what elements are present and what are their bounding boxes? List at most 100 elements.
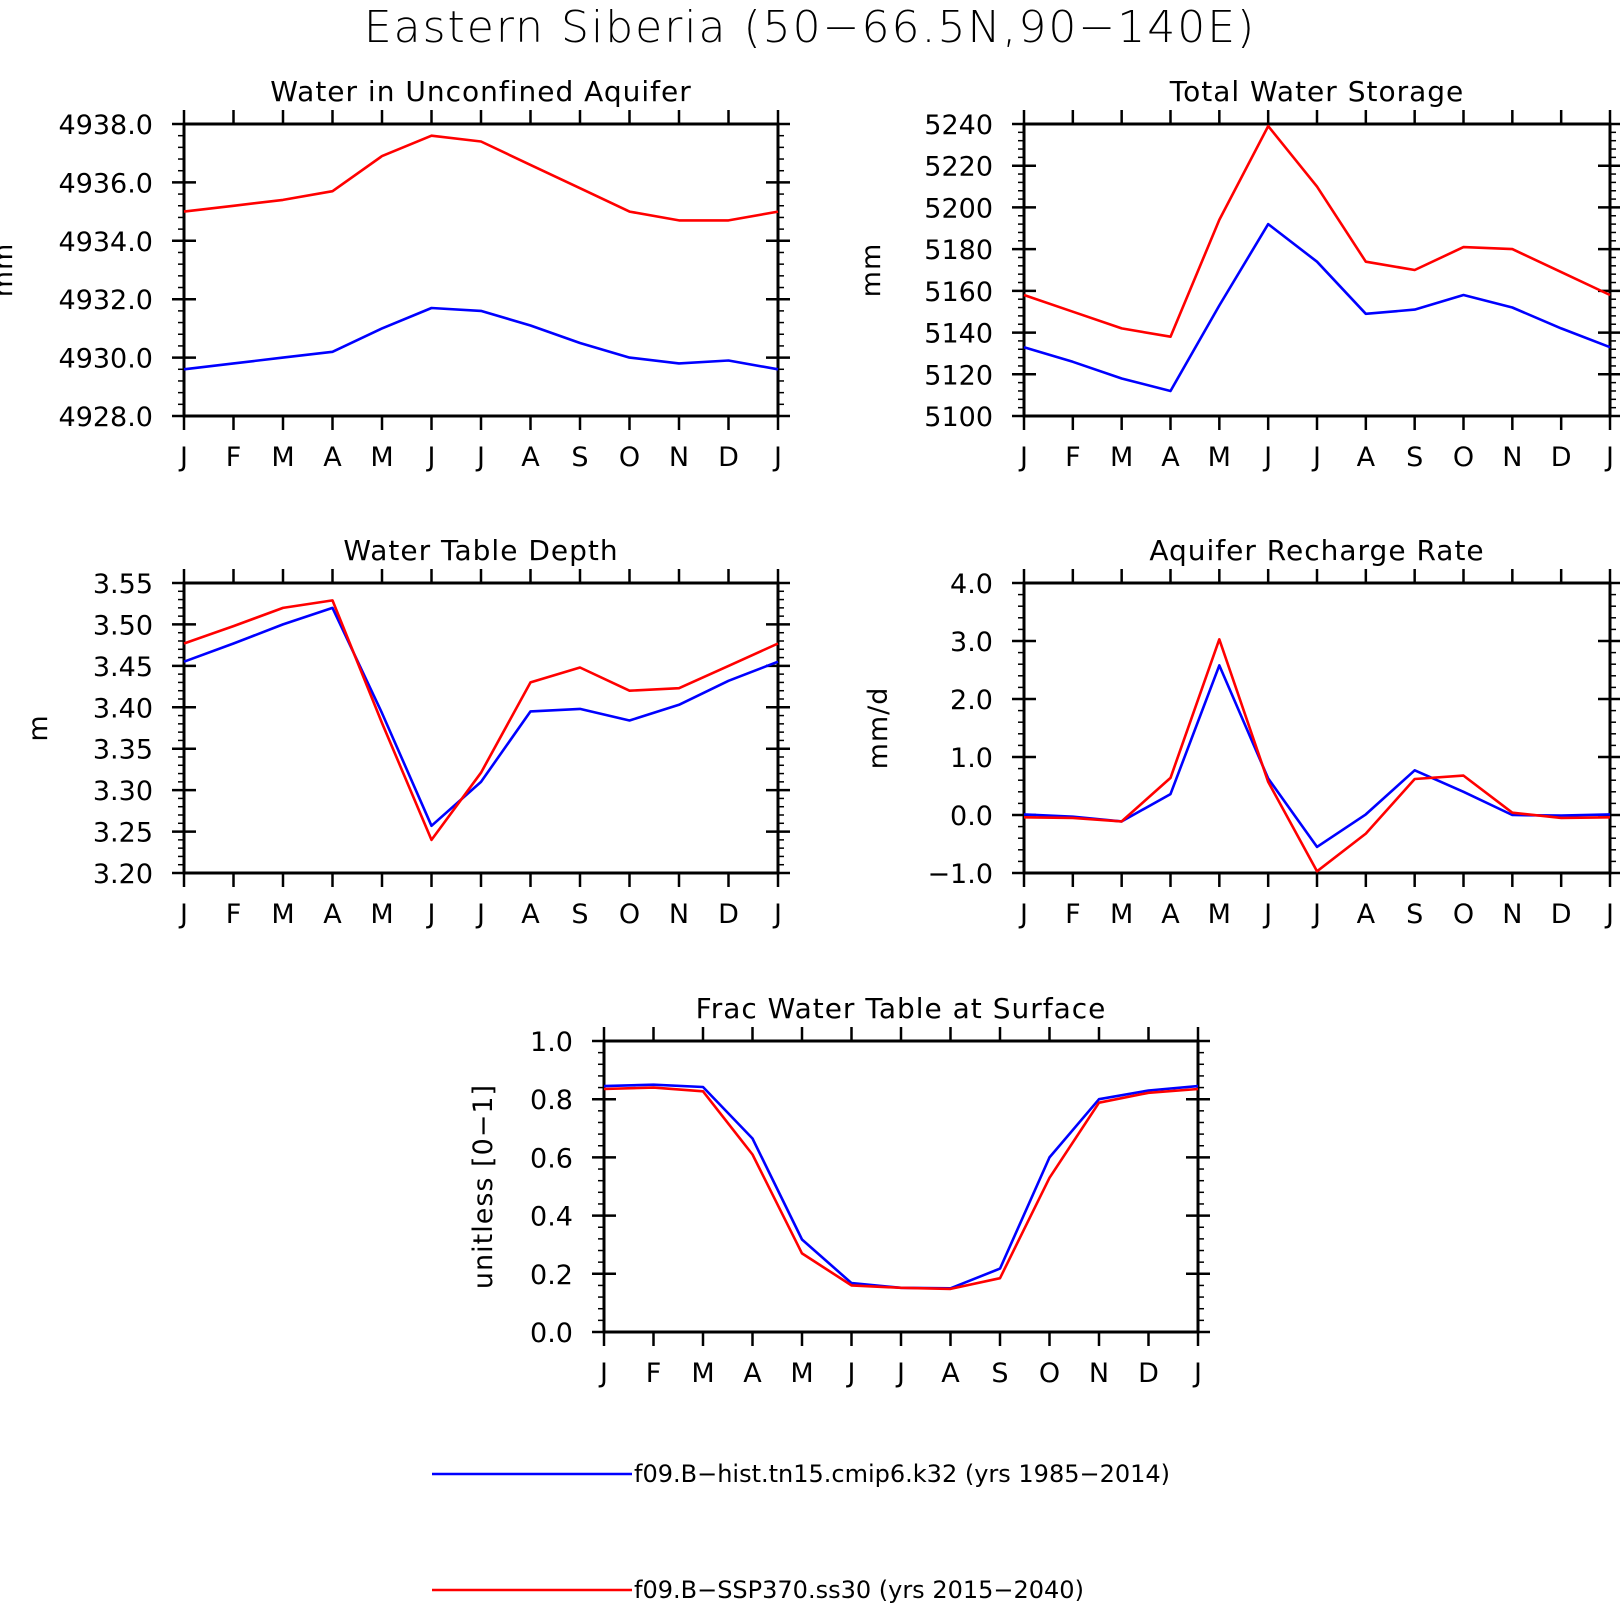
y-tick-label: −1.0 bbox=[927, 859, 993, 890]
plot-frame bbox=[1022, 122, 1612, 418]
x-tick-label: J bbox=[1018, 442, 1028, 473]
x-tick-label: S bbox=[1406, 442, 1423, 473]
x-tick-label: J bbox=[598, 1358, 608, 1389]
y-tick-label: 1.0 bbox=[530, 1027, 573, 1058]
y-tick-label: 0.2 bbox=[530, 1260, 573, 1291]
chart-title: Total Water Storage bbox=[1169, 75, 1465, 108]
x-tick-label: N bbox=[1089, 1358, 1109, 1389]
x-tick-label: J bbox=[1018, 899, 1028, 930]
x-tick-label: J bbox=[846, 1358, 856, 1389]
x-tick-label: M bbox=[1208, 442, 1231, 473]
y-tick-label: 0.4 bbox=[530, 1202, 573, 1233]
x-tick-label: M bbox=[790, 1358, 813, 1389]
x-tick-label: J bbox=[772, 442, 782, 473]
x-tick-label: F bbox=[1065, 442, 1081, 473]
x-tick-label: F bbox=[226, 899, 242, 930]
y-tick-label: 5100 bbox=[924, 402, 993, 433]
y-tick-label: 0.8 bbox=[530, 1085, 573, 1116]
plot-frame bbox=[1022, 581, 1612, 875]
x-tick-label: A bbox=[323, 899, 342, 930]
x-tick-label: A bbox=[1357, 899, 1376, 930]
plot-frame bbox=[182, 122, 780, 418]
x-tick-label: M bbox=[1208, 899, 1231, 930]
x-tick-label: S bbox=[991, 1358, 1008, 1389]
x-tick-label: D bbox=[1551, 442, 1572, 473]
x-tick-label: J bbox=[1262, 442, 1272, 473]
y-axis-label: mm bbox=[0, 243, 19, 298]
x-tick-label: N bbox=[1502, 442, 1522, 473]
x-tick-label: J bbox=[178, 442, 188, 473]
y-tick-label: 0.0 bbox=[530, 1318, 573, 1349]
chart-title: Frac Water Table at Surface bbox=[696, 992, 1107, 1025]
x-tick-label: F bbox=[226, 442, 242, 473]
series-line-hist bbox=[1023, 222, 1611, 393]
y-tick-label: 0.6 bbox=[530, 1143, 573, 1174]
x-tick-label: S bbox=[1406, 899, 1423, 930]
x-tick-label: O bbox=[619, 899, 640, 930]
y-tick-label: 3.25 bbox=[93, 818, 153, 849]
y-tick-label: 4936.0 bbox=[59, 168, 153, 199]
series-line-ssp370 bbox=[183, 599, 779, 842]
x-tick-label: O bbox=[1453, 899, 1474, 930]
x-tick-label: J bbox=[895, 1358, 905, 1389]
x-tick-label: J bbox=[772, 899, 782, 930]
series-line-ssp370 bbox=[183, 134, 779, 222]
legend: f09.B−hist.tn15.cmip6.k32 (yrs 1985−2014… bbox=[432, 1460, 1170, 1604]
x-tick-label: M bbox=[271, 899, 294, 930]
x-tick-label: S bbox=[571, 442, 588, 473]
chart-title: Aquifer Recharge Rate bbox=[1149, 534, 1484, 567]
x-tick-label: J bbox=[426, 442, 436, 473]
y-tick-label: 3.30 bbox=[93, 776, 153, 807]
chart-title: Water in Unconfined Aquifer bbox=[270, 75, 691, 108]
figure-title: Eastern Siberia (50−66.5N,90−140E) bbox=[364, 2, 1256, 53]
chart-title: Water Table Depth bbox=[343, 534, 618, 567]
y-tick-label: 4930.0 bbox=[59, 344, 153, 375]
y-tick-label: 3.0 bbox=[950, 627, 993, 658]
y-tick-label: 5200 bbox=[924, 193, 993, 224]
y-tick-label: 3.55 bbox=[93, 569, 153, 600]
x-tick-label: A bbox=[743, 1358, 762, 1389]
y-axis-label: mm bbox=[856, 243, 887, 298]
x-tick-label: O bbox=[1039, 1358, 1060, 1389]
series-line-ssp370 bbox=[603, 1086, 1199, 1291]
x-tick-label: N bbox=[669, 442, 689, 473]
series-line-hist bbox=[183, 606, 779, 828]
x-tick-label: F bbox=[646, 1358, 662, 1389]
series-line-ssp370 bbox=[1023, 124, 1611, 339]
x-tick-label: M bbox=[370, 442, 393, 473]
y-tick-label: 4932.0 bbox=[59, 285, 153, 316]
y-tick-label: 3.45 bbox=[93, 652, 153, 683]
x-tick-label: J bbox=[1311, 899, 1321, 930]
x-tick-label: J bbox=[1604, 899, 1614, 930]
x-tick-label: A bbox=[323, 442, 342, 473]
y-tick-label: 5120 bbox=[924, 360, 993, 391]
x-tick-label: D bbox=[1138, 1358, 1159, 1389]
y-tick-label: 3.35 bbox=[93, 735, 153, 766]
y-tick-label: 5240 bbox=[924, 110, 993, 141]
x-tick-label: J bbox=[1311, 442, 1321, 473]
y-tick-label: 5140 bbox=[924, 319, 993, 350]
series-line-hist bbox=[183, 306, 779, 371]
y-tick-label: 5220 bbox=[924, 152, 993, 183]
x-tick-label: A bbox=[521, 899, 540, 930]
x-tick-label: J bbox=[1192, 1358, 1202, 1389]
y-axis-label: unitless [0−1] bbox=[468, 1084, 499, 1289]
x-tick-label: M bbox=[271, 442, 294, 473]
x-tick-label: A bbox=[521, 442, 540, 473]
x-tick-label: J bbox=[475, 899, 485, 930]
x-tick-label: O bbox=[619, 442, 640, 473]
y-tick-label: 3.20 bbox=[93, 859, 153, 890]
x-tick-label: M bbox=[370, 899, 393, 930]
y-axis-label: m bbox=[23, 714, 54, 741]
x-tick-label: A bbox=[941, 1358, 960, 1389]
y-tick-label: 4928.0 bbox=[59, 402, 153, 433]
plot-frame bbox=[182, 581, 780, 875]
series-line-hist bbox=[603, 1083, 1199, 1290]
series-line-ssp370 bbox=[1023, 637, 1611, 873]
y-tick-label: 1.0 bbox=[950, 743, 993, 774]
